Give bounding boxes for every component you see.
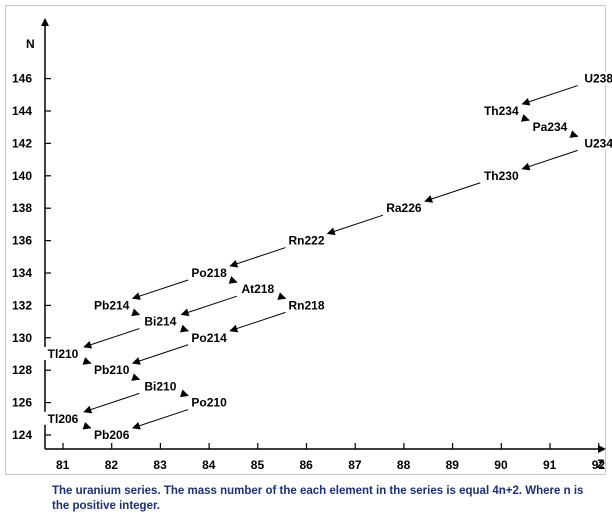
ticks: 124 126 128 130 132 134 136 138 140 142 144 146 81 82… — [12, 72, 605, 472]
decay-arrow-at218-to-rn218 — [277, 292, 287, 300]
nuclide-rn222: Rn222 — [288, 234, 324, 248]
nuclide-label-bg — [579, 136, 612, 150]
nuclide-tl210: Tl210 — [48, 347, 79, 361]
decay-arrow-po214-to-pb210 — [131, 344, 189, 365]
nuclide-label-bg — [92, 428, 131, 441]
nuclide-label-bg — [287, 298, 326, 312]
x-tick-label: 88 — [397, 458, 411, 472]
nuclide-label-bg — [141, 379, 180, 393]
decay-arrow-bi214-to-tl210 — [83, 328, 140, 349]
decay-transitions — [82, 85, 579, 430]
x-axis-title: Z — [597, 457, 604, 471]
decay-arrow-po210-to-pb206 — [131, 409, 189, 430]
nuclide-label-bg — [92, 363, 131, 377]
x-tick-label: 82 — [105, 458, 119, 472]
decay-arrow-po218-to-pb214 — [131, 279, 189, 300]
y-tick-label: 136 — [12, 234, 32, 248]
nuclide-tl206: Tl206 — [48, 412, 79, 426]
nuclide-label-bg — [384, 201, 423, 215]
decay-arrow-pb210-to-bi210 — [131, 373, 141, 381]
y-tick-label: 146 — [12, 72, 32, 86]
nuclide-pb214: Pb214 — [94, 298, 130, 312]
nuclide-label-bg — [579, 71, 612, 85]
nuclide-labels: U238 Th234 Pa234 U234 Th230 Ra226 Rn222 Po218 At… — [44, 71, 612, 442]
nuclide-label-bg — [190, 266, 229, 279]
nuclide-po218: Po218 — [191, 266, 227, 280]
y-tick-label: 132 — [12, 298, 32, 312]
x-tick-label: 84 — [202, 458, 216, 472]
y-tick-label: 142 — [12, 136, 32, 150]
nuclide-bi210: Bi210 — [144, 379, 176, 393]
decay-arrow-bi210-to-tl206 — [83, 392, 140, 414]
nuclide-label-bg — [141, 314, 180, 328]
nuclide-rn218: Rn218 — [288, 298, 324, 312]
decay-arrow-bi214-to-po214 — [180, 324, 189, 333]
nuclide-po210: Po210 — [191, 396, 227, 410]
y-tick-label: 130 — [12, 331, 32, 345]
x-tick-label: 89 — [446, 458, 460, 472]
x-tick-label: 81 — [56, 458, 70, 472]
nuclide-label-bg — [44, 347, 82, 360]
x-tick-label: 85 — [251, 458, 265, 472]
y-tick-label: 126 — [12, 396, 32, 410]
nuclide-label-bg — [482, 168, 521, 182]
nuclide-u238: U238 — [584, 72, 612, 86]
nuclide-po214: Po214 — [191, 331, 227, 345]
nuclide-label-bg — [44, 411, 82, 425]
nuclide-label-bg — [190, 395, 229, 409]
nuclide-bi214: Bi214 — [144, 315, 176, 329]
x-tick-label: 92 — [592, 458, 606, 472]
decay-arrow-tl210-to-pb210 — [82, 357, 92, 365]
x-tick-label: 90 — [494, 458, 508, 472]
decay-arrow-u238-to-th234 — [521, 85, 578, 106]
axes: N Z — [26, 18, 606, 471]
decay-arrow-pb214-to-bi214 — [131, 308, 141, 317]
decay-arrow-rn218-to-po214 — [229, 311, 286, 333]
x-tick-label: 86 — [300, 458, 314, 472]
y-tick-label: 144 — [12, 104, 32, 118]
y-tick-label: 138 — [12, 201, 32, 215]
nuclide-label-bg — [531, 120, 569, 134]
figure-caption: The uranium series. The mass number of t… — [52, 485, 584, 512]
decay-arrow-u234-to-th230 — [521, 149, 578, 171]
decay-arrow-po218-to-at218 — [228, 276, 238, 284]
y-tick-label: 124 — [12, 428, 32, 442]
decay-arrow-th230-to-ra226 — [424, 182, 481, 203]
nuclide-label-bg — [92, 298, 131, 312]
nuclide-label-bg — [482, 104, 521, 117]
x-tick-label: 91 — [543, 458, 557, 472]
decay-arrow-tl206-to-pb206 — [82, 421, 92, 430]
nuclide-label-bg — [238, 282, 277, 296]
decay-arrow-pa234-to-u234 — [569, 130, 579, 138]
decay-arrow-rn222-to-po218 — [229, 247, 286, 268]
decay-arrow-bi210-to-po210 — [180, 389, 189, 398]
decay-arrow-at218-to-bi214 — [180, 295, 237, 317]
nuclide-at218: At218 — [241, 282, 274, 296]
nuclide-ra226: Ra226 — [386, 201, 422, 215]
nuclide-label-bg — [190, 330, 229, 344]
chart-frame — [5, 5, 606, 475]
y-tick-label: 134 — [12, 266, 32, 280]
decay-arrow-th234-to-pa234 — [520, 114, 530, 122]
nuclide-pa234: Pa234 — [533, 120, 568, 134]
nuclide-th230: Th230 — [484, 169, 519, 183]
y-tick-label: 140 — [12, 169, 32, 183]
y-axis-title: N — [26, 37, 35, 51]
nuclide-pb210: Pb210 — [94, 363, 130, 377]
decay-arrow-ra226-to-rn222 — [326, 214, 384, 236]
decay-chart: N Z 124 126 128 130 132 134 136 138 140 142 144 146… — [12, 18, 612, 472]
x-tick-label: 83 — [153, 458, 167, 472]
x-tick-label: 87 — [348, 458, 362, 472]
nuclide-th234: Th234 — [484, 104, 519, 118]
nuclide-u234: U234 — [584, 136, 612, 150]
nuclide-label-bg — [287, 233, 326, 247]
nuclide-pb206: Pb206 — [94, 428, 130, 442]
y-tick-label: 128 — [12, 363, 32, 377]
